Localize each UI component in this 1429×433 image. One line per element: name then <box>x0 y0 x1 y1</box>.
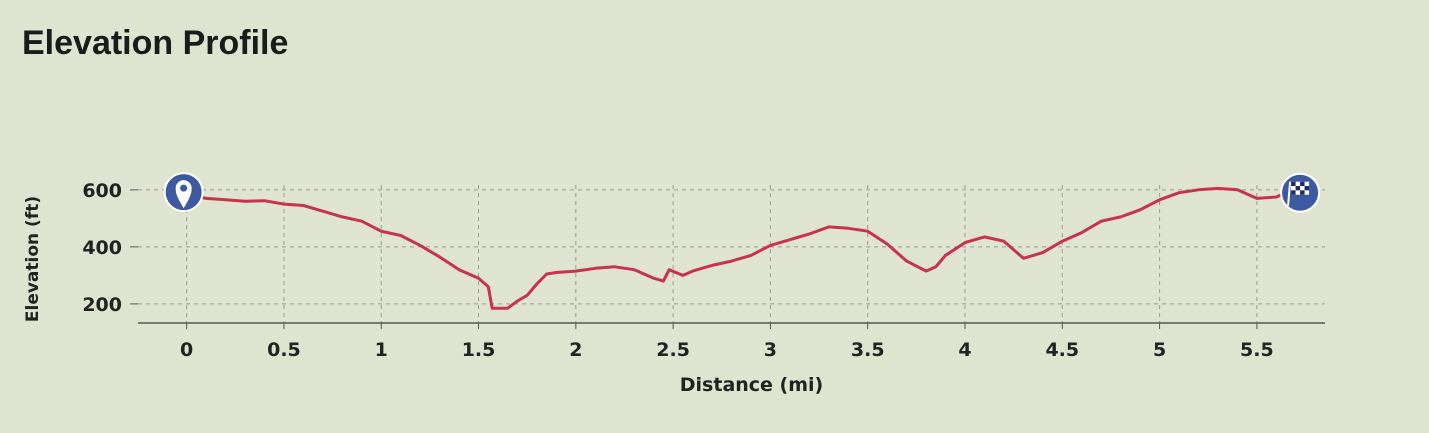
x-tick-label: 3.5 <box>851 339 885 361</box>
flag-check <box>1291 190 1296 195</box>
flag-check <box>1291 181 1296 187</box>
y-tick-label: 600 <box>82 180 122 202</box>
x-tick-label: 4.5 <box>1045 339 1079 361</box>
finish-marker <box>1280 172 1321 213</box>
x-tick-label: 2 <box>569 339 582 361</box>
x-tick-label: 3 <box>764 339 777 361</box>
chart-title: Elevation Profile <box>22 24 289 62</box>
flag-check <box>1295 186 1301 191</box>
elevation-line <box>186 186 1287 310</box>
pin-hole <box>180 184 188 192</box>
y-axis-label: Elevation (ft) <box>23 196 43 322</box>
flag-check <box>1304 186 1310 191</box>
flag-check <box>1300 190 1305 195</box>
x-tick-label: 5.5 <box>1240 339 1274 361</box>
x-axis-label: Distance (mi) <box>680 374 823 396</box>
y-tick-label: 400 <box>82 237 122 259</box>
pin-icon <box>175 180 192 209</box>
y-tick-label: 200 <box>82 294 122 316</box>
x-tick-label: 0 <box>180 339 193 361</box>
x-tick-label: 4 <box>958 339 971 361</box>
flag-pole <box>1287 181 1292 206</box>
x-tick-label: 1.5 <box>462 339 496 361</box>
start-marker <box>163 172 204 213</box>
flag-check <box>1300 181 1305 187</box>
x-tick-label: 2.5 <box>656 339 690 361</box>
x-tick-label: 1 <box>375 339 388 361</box>
x-tick-label: 0.5 <box>267 339 301 361</box>
x-tick-label: 5 <box>1153 339 1166 361</box>
